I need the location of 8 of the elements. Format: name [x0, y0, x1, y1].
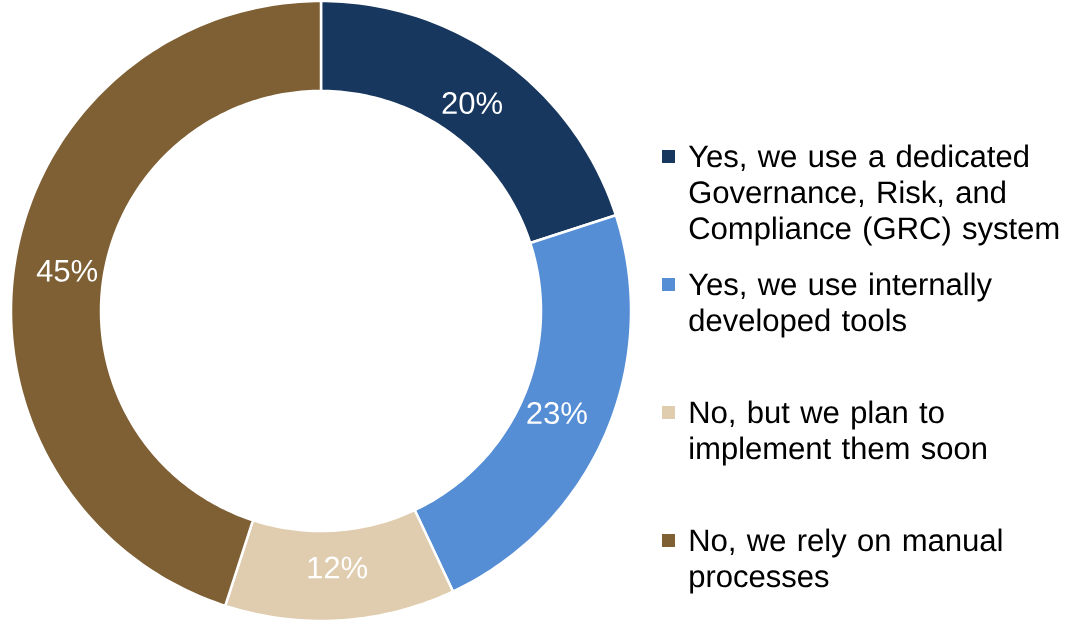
legend-label: No, but we plan to implement them soon: [690, 400, 986, 466]
legend-label: Yes, we use internally developed tools: [688, 272, 992, 338]
data-label: 45%: [36, 259, 98, 282]
data-label: 20%: [442, 92, 502, 115]
data-label: 12%: [308, 556, 368, 579]
data-label: 23%: [527, 402, 587, 425]
legend-label: Yes, we use a dedicated Governance, Risk, and Compliance (GRC) system: [688, 144, 1059, 246]
legend-label: No, we rely on manual processes: [690, 528, 1002, 594]
